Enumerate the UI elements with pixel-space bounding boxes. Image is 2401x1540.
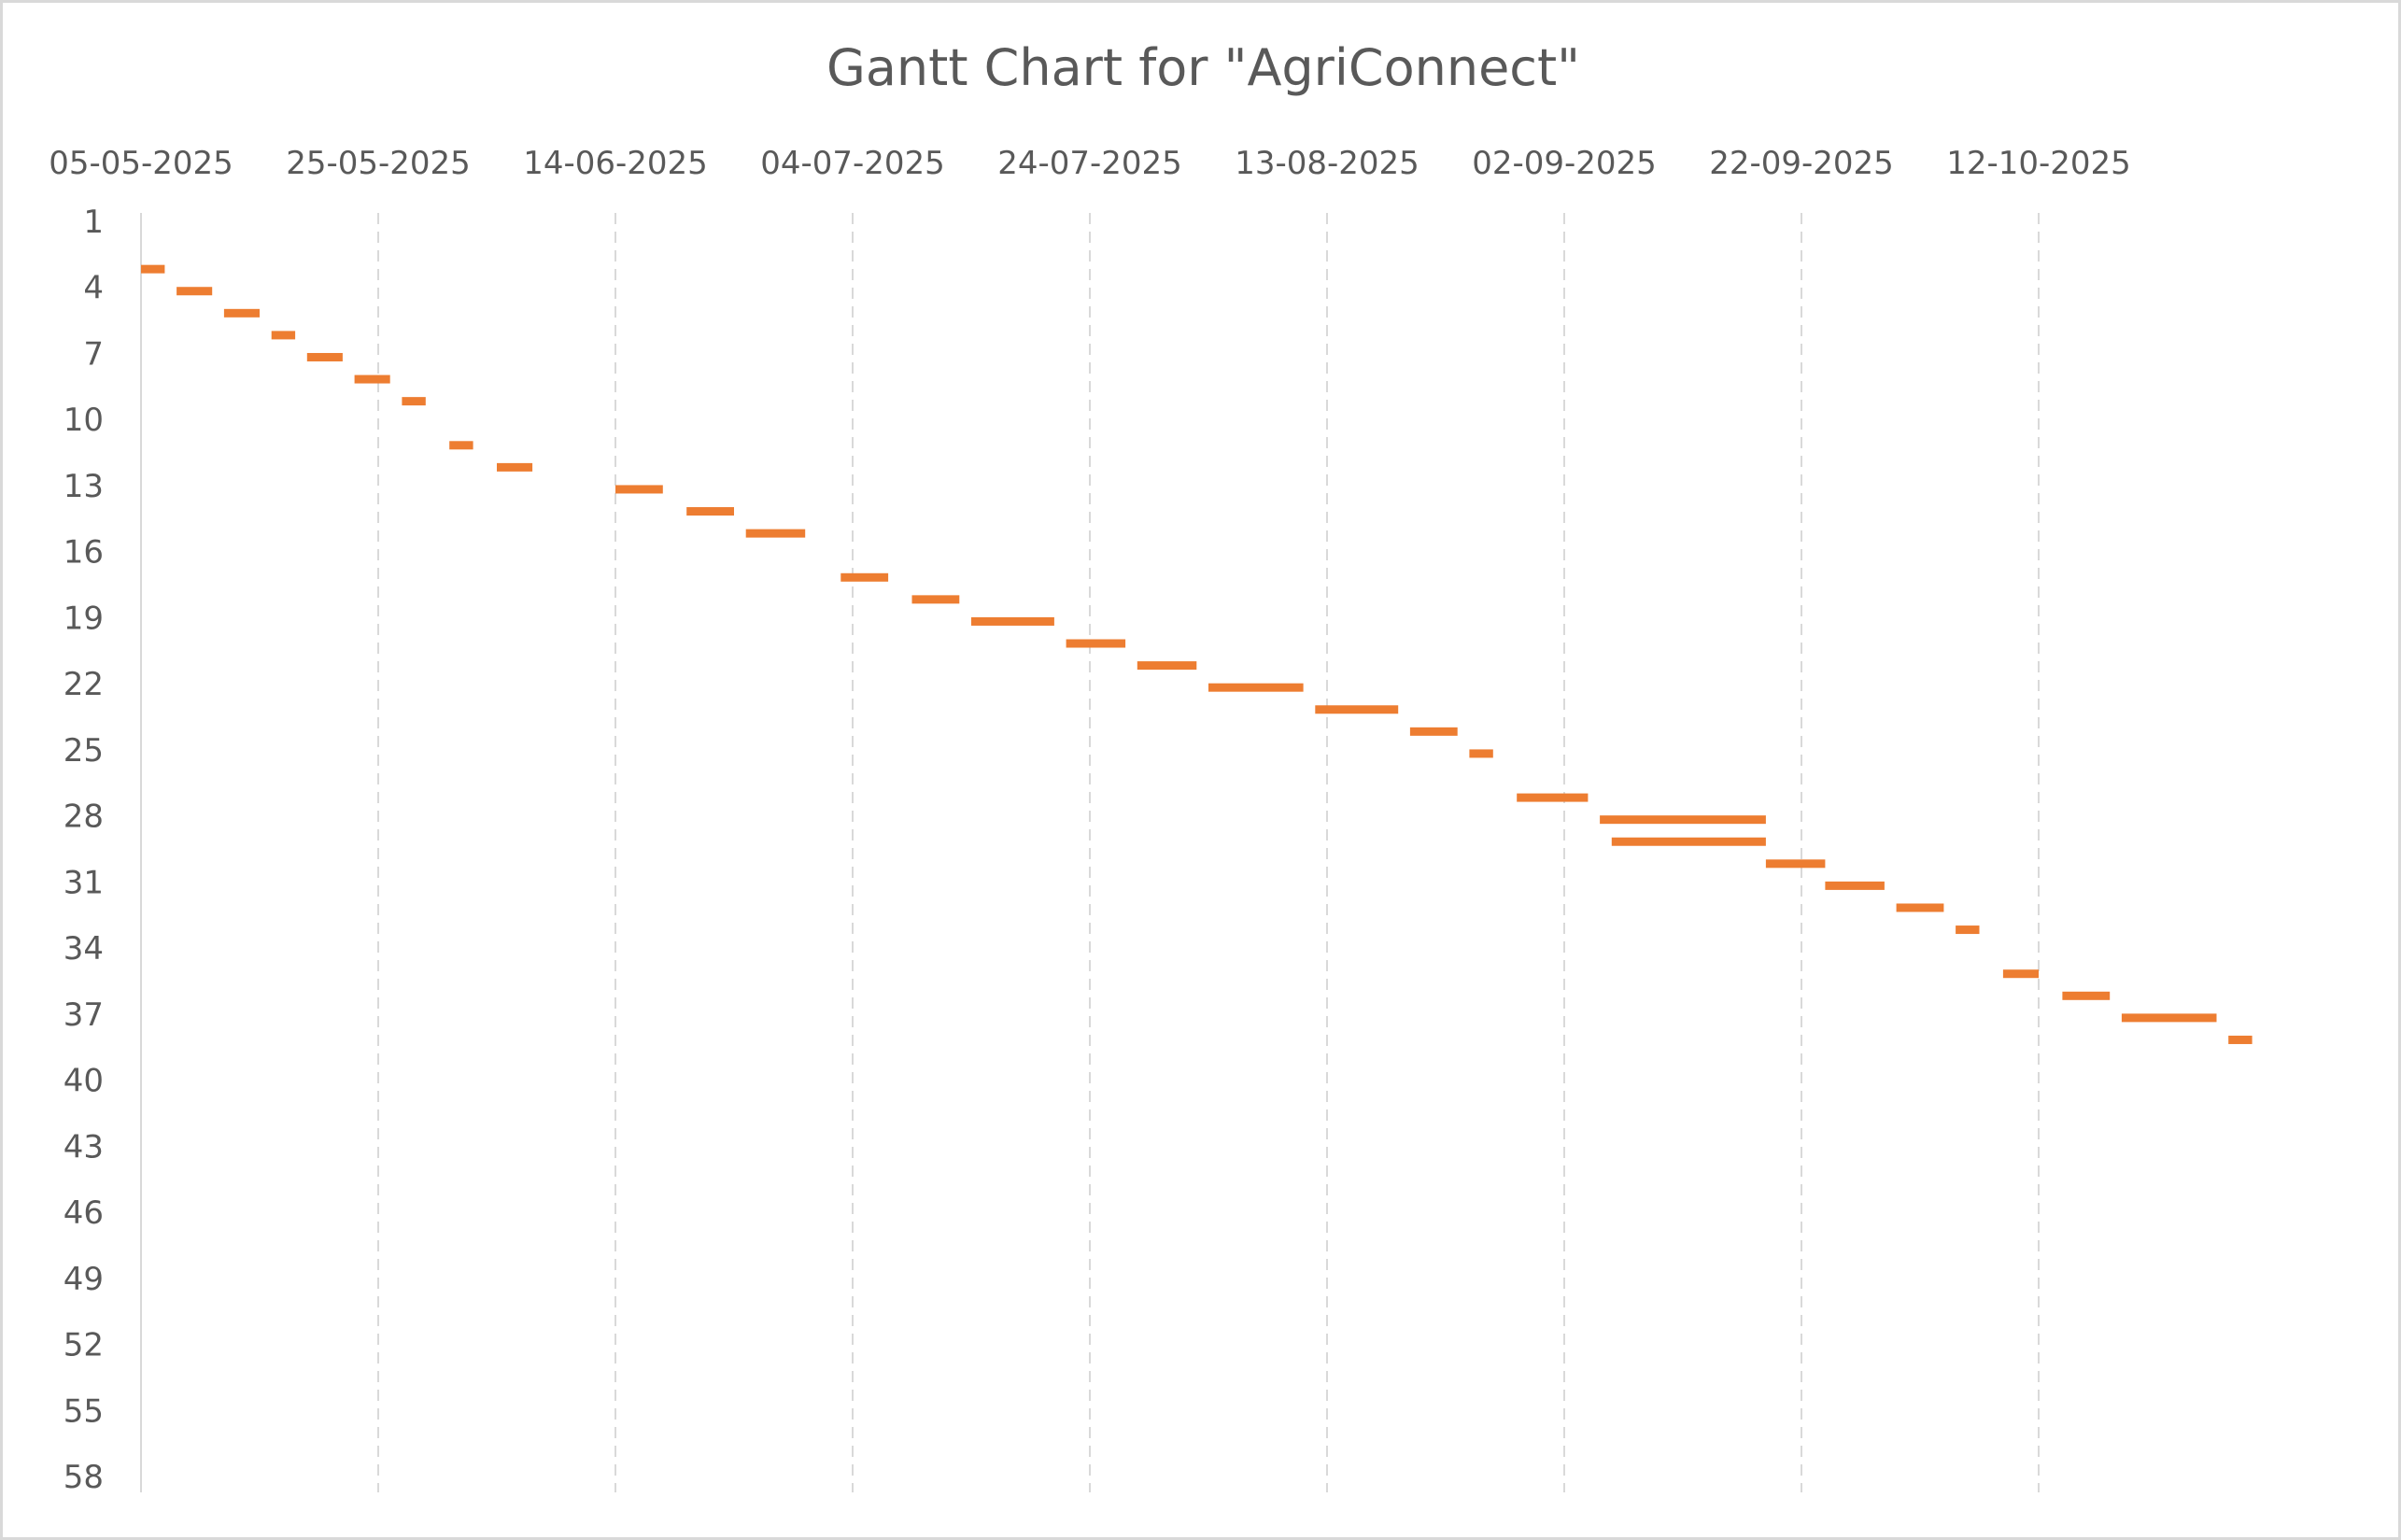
y-tick-label: 10 [64, 402, 104, 439]
chart-title: Gantt Chart for "AgriConnect" [826, 38, 1581, 97]
y-tick-label: 7 [83, 335, 104, 373]
task-bar [2002, 969, 2039, 979]
y-tick-label: 58 [64, 1459, 104, 1496]
y-tick-label: 22 [64, 666, 104, 703]
y-tick-label: 19 [64, 600, 104, 637]
task-bar [177, 287, 213, 296]
task-bar [402, 397, 426, 406]
x-tick-label: 24-07-2025 [997, 145, 1182, 182]
task-bar [2228, 1035, 2253, 1044]
task-bar [615, 485, 663, 494]
y-tick-label: 52 [64, 1327, 104, 1364]
y-tick-label: 13 [64, 468, 104, 505]
x-tick-label: 13-08-2025 [1235, 145, 1419, 182]
task-bar [2121, 1013, 2217, 1023]
task-bar [971, 616, 1054, 626]
y-tick-label: 55 [64, 1392, 104, 1430]
task-bar [1315, 705, 1399, 714]
y-tick-label: 49 [64, 1261, 104, 1298]
y-tick-label: 46 [64, 1194, 104, 1232]
task-bar [1208, 683, 1304, 692]
y-tick-label: 43 [64, 1128, 104, 1166]
task-bar [1066, 639, 1126, 648]
task-bar [2062, 991, 2111, 1000]
task-bar [1896, 903, 1944, 912]
gantt-chart-plot: 05-05-2025 25-05-2025 14-06-2025 04-07-2025… [49, 145, 2253, 1496]
task-bar [1956, 925, 1980, 935]
task-bar [1517, 793, 1589, 802]
task-bar [354, 374, 390, 384]
task-bar [686, 507, 734, 516]
task-bar [141, 264, 165, 274]
task-bar [1137, 661, 1197, 671]
x-tick-label: 22-09-2025 [1709, 145, 1894, 182]
task-bar [1409, 727, 1458, 736]
task-bar [1611, 837, 1766, 846]
y-tick-label: 16 [64, 534, 104, 572]
task-bar [223, 308, 260, 318]
x-tick-label: 04-07-2025 [760, 145, 945, 182]
task-bar [1600, 815, 1766, 825]
task-bar [449, 441, 473, 450]
y-tick-label: 1 [83, 204, 104, 241]
task-bar [306, 352, 343, 361]
task-bar [745, 529, 806, 538]
x-tick-label: 02-09-2025 [1472, 145, 1657, 182]
y-tick-label: 4 [83, 270, 104, 307]
task-bar [1825, 881, 1885, 890]
x-tick-label: 14-06-2025 [523, 145, 708, 182]
tick-labels: 05-05-2025 25-05-2025 14-06-2025 04-07-2025… [49, 145, 2131, 1496]
x-tick-label: 05-05-2025 [49, 145, 233, 182]
gridlines [377, 213, 2040, 1492]
x-tick-label: 12-10-2025 [1946, 145, 2131, 182]
y-tick-label: 25 [64, 732, 104, 770]
x-tick-label: 25-05-2025 [286, 145, 471, 182]
y-tick-label: 40 [64, 1063, 104, 1100]
y-tick-label: 31 [64, 864, 104, 901]
y-tick-label: 28 [64, 798, 104, 836]
task-bar [1765, 859, 1826, 869]
task-bar [1469, 749, 1493, 758]
task-bar [497, 462, 533, 472]
y-tick-label: 37 [64, 996, 104, 1034]
y-tick-label: 34 [64, 930, 104, 968]
task-bar [840, 572, 889, 582]
task-bar [271, 331, 296, 340]
task-bars [141, 264, 2253, 1044]
task-bar [911, 595, 960, 604]
